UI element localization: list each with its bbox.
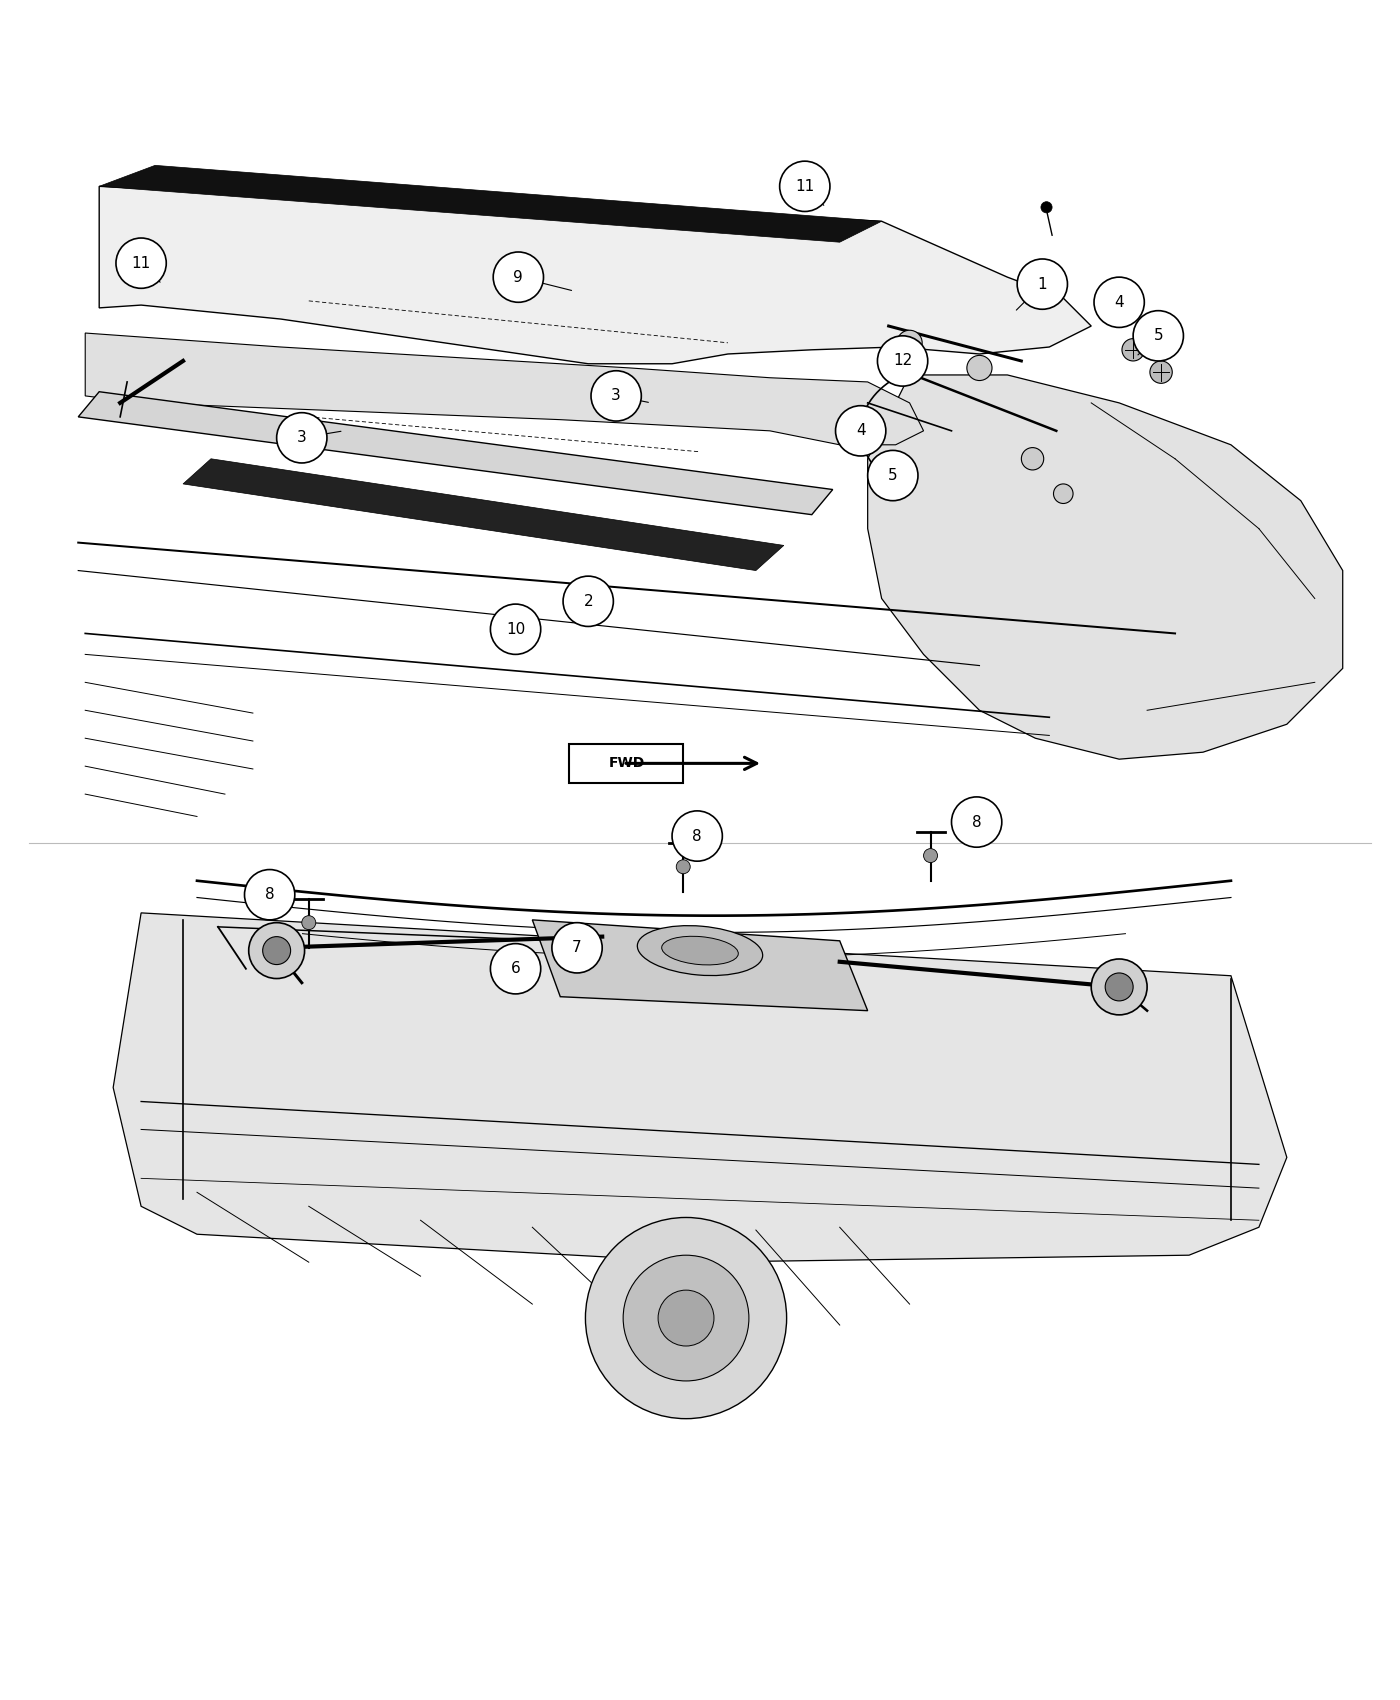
Text: 1: 1 bbox=[1037, 277, 1047, 292]
Ellipse shape bbox=[637, 925, 763, 976]
Circle shape bbox=[1018, 258, 1067, 309]
Circle shape bbox=[585, 1217, 787, 1420]
Text: 10: 10 bbox=[505, 622, 525, 638]
Text: FWD: FWD bbox=[609, 756, 645, 770]
Circle shape bbox=[967, 355, 993, 381]
Circle shape bbox=[490, 604, 540, 654]
Circle shape bbox=[868, 450, 918, 501]
Circle shape bbox=[836, 406, 886, 456]
Circle shape bbox=[658, 1290, 714, 1346]
Text: 9: 9 bbox=[514, 270, 524, 284]
Circle shape bbox=[1133, 311, 1183, 360]
Polygon shape bbox=[99, 165, 882, 241]
Circle shape bbox=[878, 337, 928, 386]
Circle shape bbox=[1022, 447, 1044, 469]
Polygon shape bbox=[99, 187, 1091, 364]
Text: 6: 6 bbox=[511, 960, 521, 976]
Circle shape bbox=[1042, 202, 1053, 212]
Polygon shape bbox=[868, 376, 1343, 760]
Circle shape bbox=[672, 811, 722, 862]
Text: 11: 11 bbox=[795, 178, 815, 194]
Circle shape bbox=[623, 1255, 749, 1380]
Text: 2: 2 bbox=[584, 593, 594, 609]
Circle shape bbox=[245, 870, 295, 920]
Circle shape bbox=[591, 371, 641, 422]
Polygon shape bbox=[85, 333, 924, 445]
Circle shape bbox=[952, 797, 1002, 847]
Polygon shape bbox=[532, 920, 868, 1012]
Text: 5: 5 bbox=[1154, 328, 1163, 343]
Circle shape bbox=[924, 848, 938, 862]
Text: 8: 8 bbox=[693, 828, 701, 843]
Circle shape bbox=[490, 944, 540, 994]
Circle shape bbox=[1091, 959, 1147, 1015]
Polygon shape bbox=[183, 459, 784, 571]
Circle shape bbox=[552, 923, 602, 972]
Circle shape bbox=[676, 860, 690, 874]
Polygon shape bbox=[78, 391, 833, 515]
FancyBboxPatch shape bbox=[568, 745, 683, 784]
Circle shape bbox=[780, 162, 830, 211]
Circle shape bbox=[116, 238, 167, 289]
Text: 7: 7 bbox=[573, 940, 582, 955]
Circle shape bbox=[1093, 277, 1144, 328]
Text: 4: 4 bbox=[1114, 294, 1124, 309]
Ellipse shape bbox=[662, 937, 738, 966]
Circle shape bbox=[302, 916, 316, 930]
Text: 8: 8 bbox=[265, 887, 274, 903]
Circle shape bbox=[1105, 972, 1133, 1001]
Circle shape bbox=[493, 252, 543, 303]
Circle shape bbox=[249, 923, 305, 979]
Text: 5: 5 bbox=[888, 468, 897, 483]
Text: 4: 4 bbox=[855, 423, 865, 439]
Circle shape bbox=[263, 937, 291, 964]
Text: 12: 12 bbox=[893, 354, 913, 369]
Circle shape bbox=[277, 413, 328, 462]
Text: 8: 8 bbox=[972, 814, 981, 830]
Circle shape bbox=[1149, 360, 1172, 382]
Circle shape bbox=[1121, 338, 1144, 360]
Text: 11: 11 bbox=[132, 255, 151, 270]
Circle shape bbox=[563, 576, 613, 626]
Text: 3: 3 bbox=[297, 430, 307, 445]
Circle shape bbox=[897, 330, 923, 355]
Text: 3: 3 bbox=[612, 388, 622, 403]
Polygon shape bbox=[113, 913, 1287, 1261]
Circle shape bbox=[1053, 484, 1072, 503]
